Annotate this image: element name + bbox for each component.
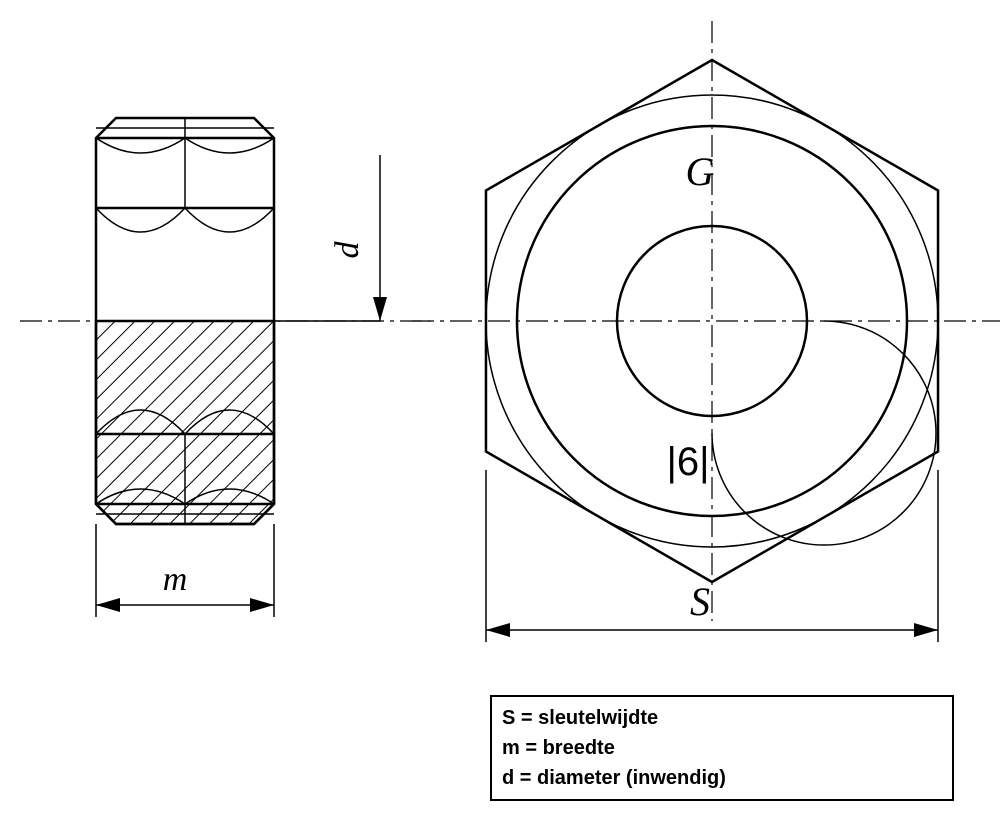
marking-6: |6|	[666, 440, 709, 484]
dim-label-d: d	[329, 241, 366, 259]
legend-line-1: m = breedte	[502, 733, 942, 763]
legend-box: S = sleutelwijdtem = breedted = diameter…	[490, 695, 954, 801]
technical-drawing: m d G |6| S	[0, 0, 1000, 814]
dim-label-m: m	[163, 561, 188, 598]
legend-line-0: S = sleutelwijdte	[502, 703, 942, 733]
legend-line-2: d = diameter (inwendig)	[502, 763, 942, 793]
marking-G: G	[686, 149, 715, 194]
dim-label-S: S	[690, 579, 710, 624]
